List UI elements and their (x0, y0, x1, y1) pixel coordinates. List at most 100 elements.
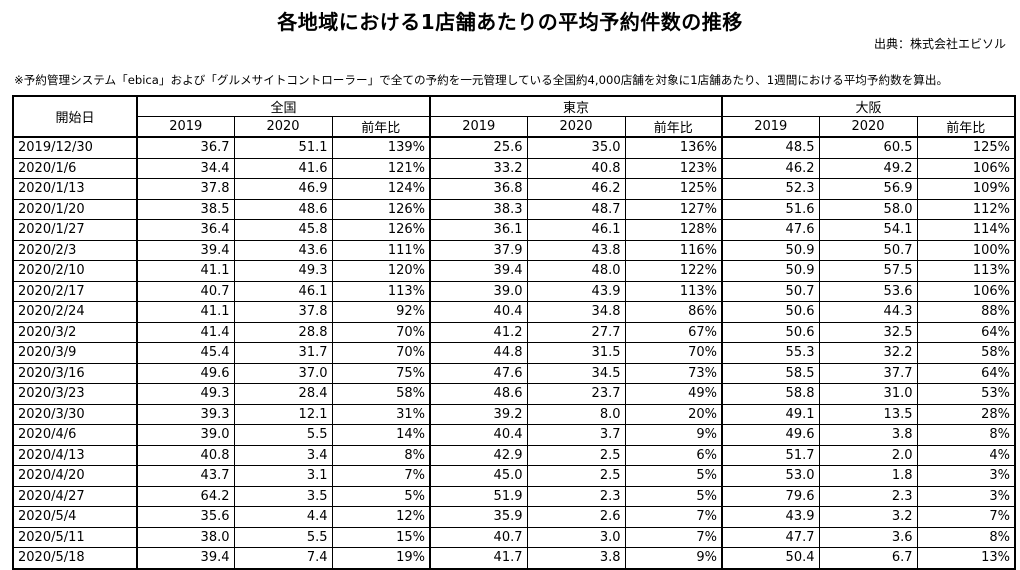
value-2019-cell: 38.3 (429, 198, 528, 220)
yoy-cell: 53% (916, 383, 1016, 405)
table-row: 2020/2/10 41.1 49.3 120% 39.4 48.0 122% 50.9 57.… (12, 260, 1016, 282)
value-2019-cell: 39.0 (136, 424, 235, 446)
value-2020-cell: 37.8 (233, 301, 333, 323)
table-row: 2020/3/23 49.3 28.4 58% 48.6 23.7 49% 58.8 31.0 5… (12, 383, 1016, 405)
yoy-cell: 7% (624, 506, 723, 528)
yoy-cell: 139% (331, 136, 431, 159)
table-row: 2020/5/4 35.6 4.4 12% 35.9 2.6 7% 43.9 3.2 7% (12, 506, 1016, 528)
start-date-cell: 2020/2/10 (12, 260, 138, 282)
value-2020-cell: 3.8 (526, 547, 626, 569)
value-2020-cell: 49.2 (818, 157, 918, 179)
value-2019-cell: 48.5 (721, 136, 820, 159)
yoy-cell: 70% (331, 342, 431, 364)
table-row: 2020/4/13 40.8 3.4 8% 42.9 2.5 6% 51.7 2.0 4% (12, 444, 1016, 466)
value-2020-cell: 3.5 (233, 485, 333, 507)
value-2019-cell: 50.9 (721, 239, 820, 261)
value-2020-cell: 32.5 (818, 321, 918, 343)
value-2020-cell: 31.0 (818, 383, 918, 405)
value-2020-cell: 27.7 (526, 321, 626, 343)
value-2019-cell: 41.4 (136, 321, 235, 343)
value-2019-cell: 35.6 (136, 506, 235, 528)
value-2019-cell: 45.0 (429, 465, 528, 487)
yoy-cell: 75% (331, 362, 431, 384)
value-2019-cell: 58.5 (721, 362, 820, 384)
yoy-cell: 3% (916, 485, 1016, 507)
value-2020-cell: 7.4 (233, 547, 333, 569)
yoy-cell: 106% (916, 157, 1016, 179)
subheader-2020: 2020 (233, 116, 333, 138)
value-2020-cell: 51.1 (233, 136, 333, 159)
yoy-cell: 5% (624, 465, 723, 487)
value-2020-cell: 8.0 (526, 403, 626, 425)
table-row: 2020/4/27 64.2 3.5 5% 51.9 2.3 5% 79.6 2.3 3% (12, 485, 1016, 507)
value-2020-cell: 3.7 (526, 424, 626, 446)
value-2019-cell: 41.1 (136, 301, 235, 323)
value-2020-cell: 34.5 (526, 362, 626, 384)
subheader-yoy: 前年比 (624, 116, 723, 138)
value-2019-cell: 58.8 (721, 383, 820, 405)
yoy-cell: 31% (331, 403, 431, 425)
value-2020-cell: 46.1 (233, 280, 333, 302)
table-row: 2020/5/11 38.0 5.5 15% 40.7 3.0 7% 47.7 3.6 8% (12, 526, 1016, 548)
value-2020-cell: 2.3 (818, 485, 918, 507)
value-2019-cell: 50.4 (721, 547, 820, 569)
value-2020-cell: 50.7 (818, 239, 918, 261)
value-2020-cell: 28.4 (233, 383, 333, 405)
value-2020-cell: 46.2 (526, 178, 626, 200)
yoy-cell: 8% (916, 526, 1016, 548)
value-2020-cell: 60.5 (818, 136, 918, 159)
yoy-cell: 7% (916, 506, 1016, 528)
source-credit: 出典：株式会社エビソル (873, 37, 1006, 51)
start-date-cell: 2020/1/13 (12, 178, 138, 200)
value-2020-cell: 48.6 (233, 198, 333, 220)
start-date-cell: 2020/1/20 (12, 198, 138, 220)
value-2019-cell: 39.4 (136, 547, 235, 569)
value-2020-cell: 40.8 (526, 157, 626, 179)
yoy-cell: 124% (331, 178, 431, 200)
value-2019-cell: 40.8 (136, 444, 235, 466)
value-2020-cell: 2.6 (526, 506, 626, 528)
start-date-cell: 2020/1/27 (12, 219, 138, 241)
value-2020-cell: 45.8 (233, 219, 333, 241)
yoy-cell: 7% (331, 465, 431, 487)
yoy-cell: 123% (624, 157, 723, 179)
value-2020-cell: 28.8 (233, 321, 333, 343)
yoy-cell: 58% (331, 383, 431, 405)
yoy-cell: 5% (624, 485, 723, 507)
table-row: 2020/2/3 39.4 43.6 111% 37.9 43.8 116% 50.9 50.7… (12, 239, 1016, 261)
value-2019-cell: 39.4 (429, 260, 528, 282)
table-row: 2020/2/17 40.7 46.1 113% 39.0 43.9 113% 50.7 53.… (12, 280, 1016, 302)
start-date-cell: 2020/3/16 (12, 362, 138, 384)
value-2019-cell: 36.7 (136, 136, 235, 159)
value-2020-cell: 3.2 (818, 506, 918, 528)
value-2019-cell: 40.4 (429, 301, 528, 323)
yoy-cell: 121% (331, 157, 431, 179)
value-2020-cell: 3.0 (526, 526, 626, 548)
yoy-cell: 13% (916, 547, 1016, 569)
value-2019-cell: 45.4 (136, 342, 235, 364)
table-row: 2020/3/2 41.4 28.8 70% 41.2 27.7 67% 50.6 32.5 64… (12, 321, 1016, 343)
yoy-cell: 67% (624, 321, 723, 343)
table-row: 2020/1/20 38.5 48.6 126% 38.3 48.7 127% 51.6 58.… (12, 198, 1016, 220)
value-2019-cell: 36.1 (429, 219, 528, 241)
yoy-cell: 112% (916, 198, 1016, 220)
header-region-tokyo: 東京 (429, 95, 723, 117)
value-2020-cell: 37.0 (233, 362, 333, 384)
yoy-cell: 5% (331, 485, 431, 507)
start-date-cell: 2020/3/9 (12, 342, 138, 364)
value-2020-cell: 3.1 (233, 465, 333, 487)
start-date-cell: 2020/2/3 (12, 239, 138, 261)
yoy-cell: 122% (624, 260, 723, 282)
yoy-cell: 9% (624, 424, 723, 446)
start-date-cell: 2020/4/27 (12, 485, 138, 507)
value-2020-cell: 4.4 (233, 506, 333, 528)
start-date-cell: 2020/3/2 (12, 321, 138, 343)
value-2019-cell: 37.9 (429, 239, 528, 261)
yoy-cell: 92% (331, 301, 431, 323)
value-2020-cell: 34.8 (526, 301, 626, 323)
yoy-cell: 136% (624, 136, 723, 159)
yoy-cell: 6% (624, 444, 723, 466)
subheader-2020: 2020 (526, 116, 626, 138)
value-2020-cell: 1.8 (818, 465, 918, 487)
yoy-cell: 109% (916, 178, 1016, 200)
